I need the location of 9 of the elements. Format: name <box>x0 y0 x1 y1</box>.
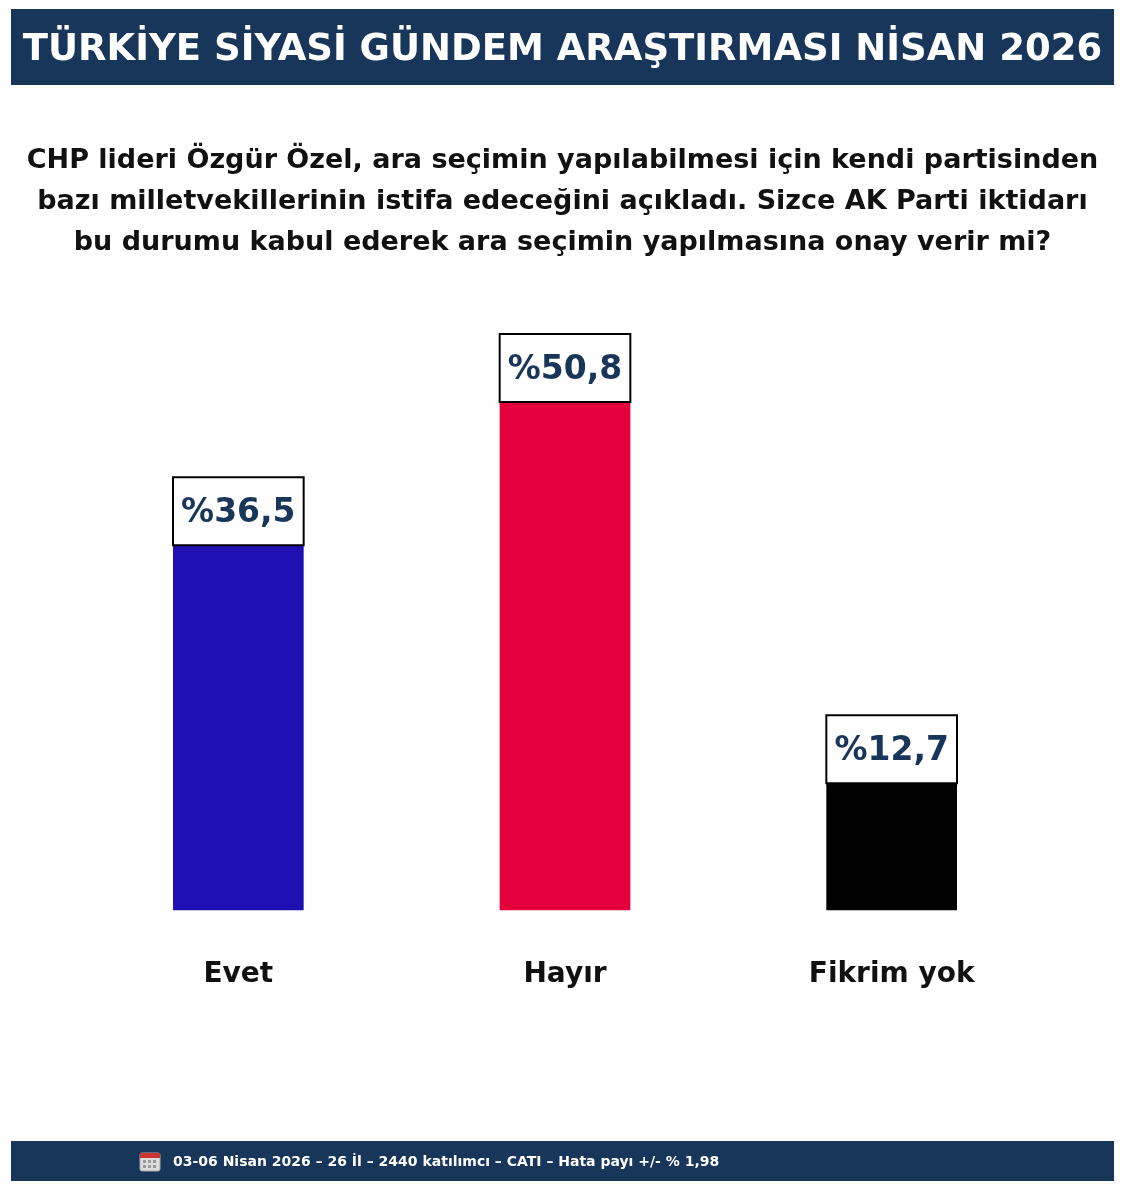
data-label: %50,8 <box>507 347 623 387</box>
data-label: %36,5 <box>181 490 296 530</box>
text: 03-06 Nisan 2026 – 26 İl – 2440 katılımcı – CATI – Hata payı +/- % 1,98 <box>173 1153 720 1169</box>
x-tick-label: Fikrim yok <box>808 956 976 990</box>
data-label: %12,7 <box>834 728 949 768</box>
x-tick-label: Hayır <box>523 956 607 990</box>
chart-subtitle: CHP lideri Özgür Özel, ara seçimin yapılabilmesi için kendi partisinden bazı milletvekillerinin istifa edeceğini açıkladı. Sizce AK Parti iktidarı bu durumu kabul ederek ara seçimin yapılmasına onay verir mi? <box>25 141 1100 258</box>
chart-title: TÜRKİYE SİYASİ GÜNDEM ARAŞTIRMASI NİSAN 2026 <box>11 9 1114 85</box>
x-tick-label: Evet <box>203 956 274 990</box>
